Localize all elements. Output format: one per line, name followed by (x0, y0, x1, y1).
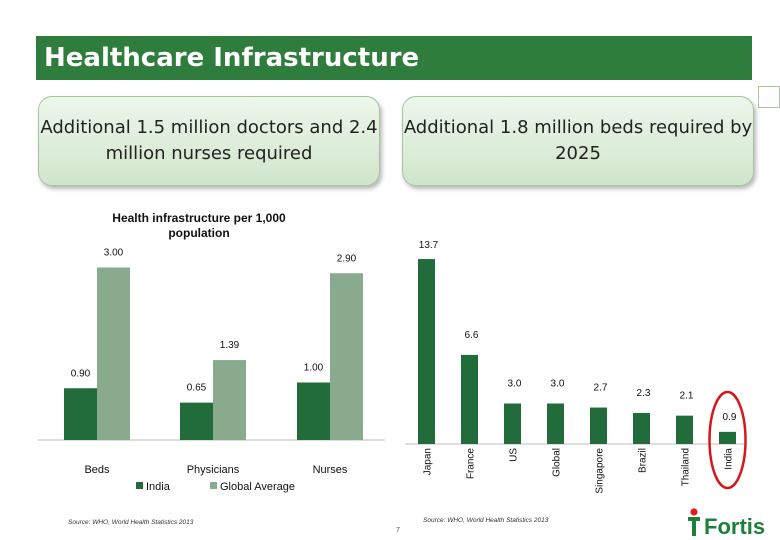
data-label-us: 3.0 (508, 379, 522, 390)
data-label-global-average-nurses: 2.90 (337, 253, 357, 264)
category-label-france: France (466, 448, 477, 480)
category-label-thailand: Thailand (681, 448, 692, 486)
source-note-left: Source: WHO, World Health Statistics 201… (68, 519, 194, 526)
data-label-india-nurses: 1.00 (304, 363, 324, 374)
category-label-global: Global (552, 448, 563, 477)
data-label-brazil: 2.3 (637, 388, 651, 399)
data-label-global-average-physicians: 1.39 (220, 340, 240, 351)
doctors-nurses-callout: Additional 1.5 million doctors and 2.4 m… (38, 96, 380, 186)
data-label-india-beds: 0.90 (71, 368, 91, 379)
title-bar: Healthcare Infrastructure (36, 36, 752, 80)
legend-label-global-average: Global Average (220, 481, 295, 493)
chart-title-line-2: population (168, 226, 229, 240)
category-label-beds: Beds (84, 464, 110, 476)
bar-brazil (633, 412, 650, 444)
bar-global-average-physicians (213, 360, 246, 440)
bar-india (719, 431, 736, 444)
category-label-singapore: Singapore (595, 448, 606, 494)
legend-swatch-global-average (210, 482, 217, 489)
bar-india-beds (64, 388, 97, 440)
bar-thailand (676, 415, 693, 444)
bar-india-nurses (297, 382, 330, 440)
bar-global-average-beds (97, 267, 130, 440)
logo-mark-icon (690, 508, 698, 516)
legend-swatch-india (136, 482, 143, 489)
category-label-brazil: Brazil (638, 448, 649, 473)
bar-global-average-nurses (330, 273, 363, 440)
beds-callout: Additional 1.8 million beds required by … (402, 96, 754, 186)
data-label-india: 0.9 (723, 412, 737, 423)
fortis-logo: Fortis (688, 508, 765, 539)
category-label-nurses: Nurses (313, 464, 348, 476)
bar-global (547, 403, 564, 444)
legend-label-india: India (146, 481, 171, 493)
bar-us (504, 403, 521, 444)
category-label-physicians: Physicians (187, 464, 240, 476)
category-label-us: US (509, 448, 520, 462)
bar-singapore (590, 407, 607, 444)
data-label-france: 6.6 (465, 330, 479, 341)
data-label-global: 3.0 (551, 379, 565, 390)
category-label-japan: Japan (423, 448, 434, 475)
chart-title-line-1: Health infrastructure per 1,000 (112, 211, 286, 225)
data-label-india-physicians: 0.65 (187, 383, 207, 394)
data-label-japan: 13.7 (419, 240, 439, 251)
health-infrastructure-chart: Health infrastructure per 1,000 populatio… (38, 211, 385, 493)
bar-india-physicians (180, 402, 213, 440)
bar-france (461, 354, 478, 444)
logo-figure-icon (688, 517, 700, 536)
bar-japan (418, 259, 435, 444)
data-label-global-average-beds: 3.00 (104, 248, 124, 259)
page-number: 7 (396, 527, 400, 534)
beds-callout-text: Additional 1.8 million beds required by … (403, 117, 753, 164)
chart-title: Health infrastructure per 1,000 populatio… (112, 211, 286, 240)
data-label-singapore: 2.7 (594, 383, 608, 394)
logo-text: Fortis (704, 514, 765, 539)
highlight-circle-india (708, 390, 747, 490)
page-title: Healthcare Infrastructure (44, 43, 420, 73)
data-label-thailand: 2.1 (680, 391, 694, 402)
beds-per-1000-chart: 13.7 Japan 6.6 France 3.0 US 3.0 Global 2.7 Singa… (405, 240, 747, 494)
source-note-right: Source: WHO, World Health Statistics 201… (423, 517, 549, 524)
category-label-india: India (724, 448, 735, 470)
doctors-nurses-callout-text: Additional 1.5 million doctors and 2.4 m… (40, 117, 378, 164)
